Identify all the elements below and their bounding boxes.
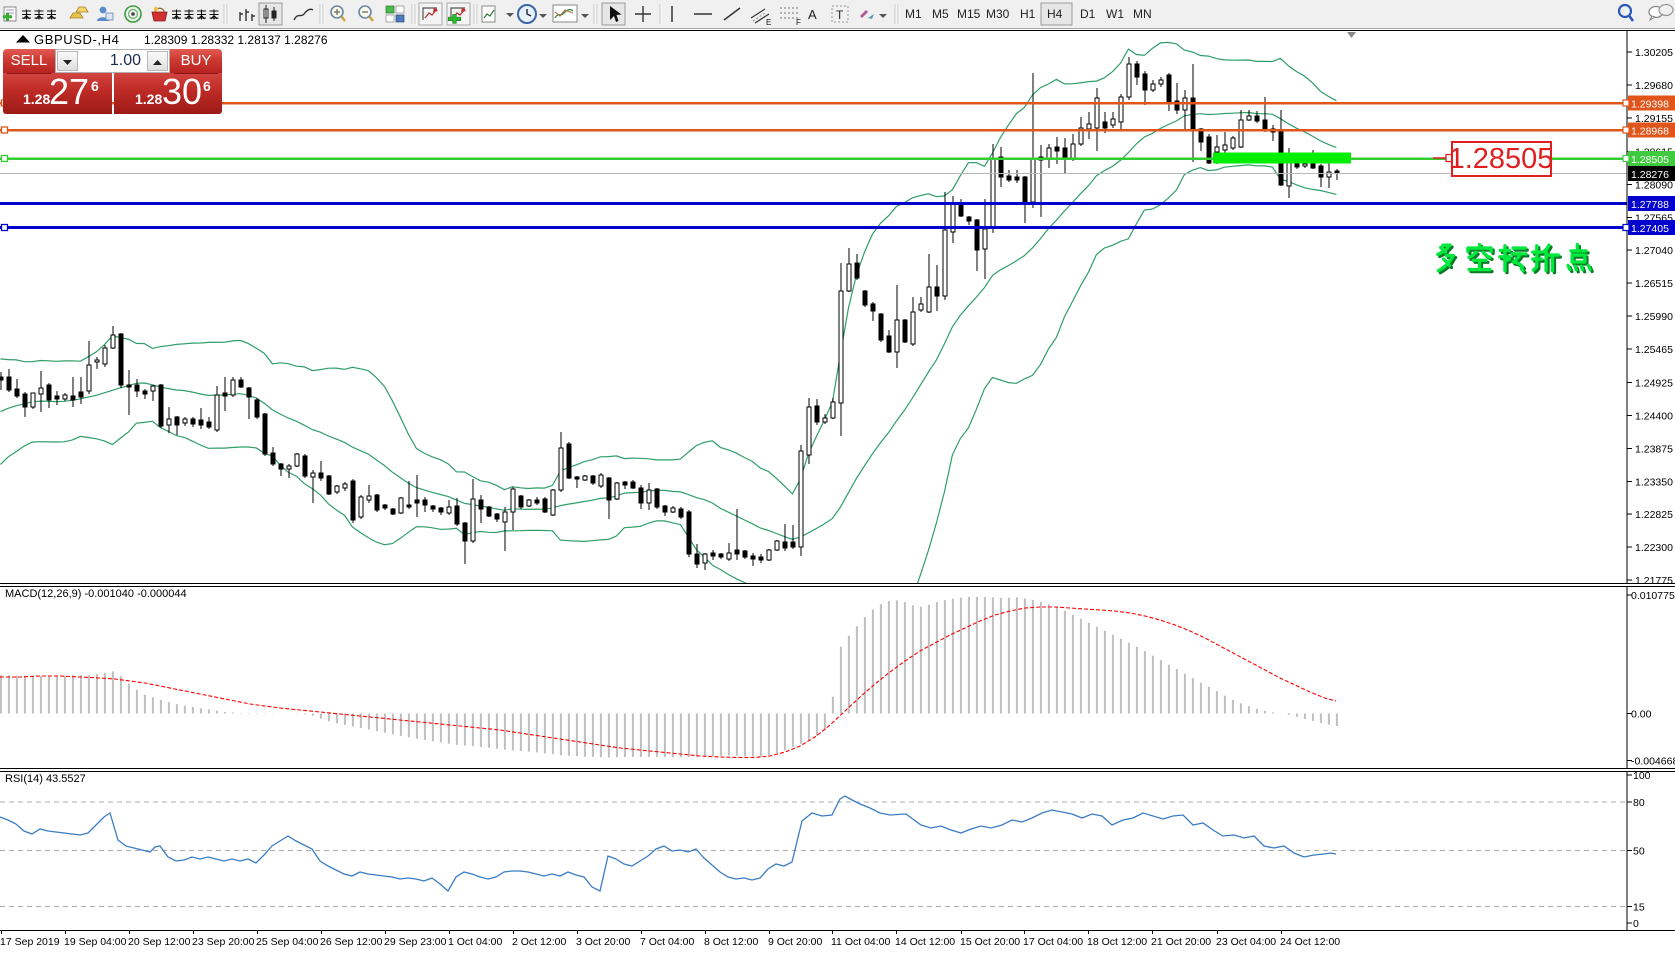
svg-text:21 Oct 20:00: 21 Oct 20:00 xyxy=(1151,936,1211,948)
svg-text:1.27405: 1.27405 xyxy=(1631,223,1669,235)
svg-text:23 Oct 04:00: 23 Oct 04:00 xyxy=(1216,936,1276,948)
svg-text:1.28505: 1.28505 xyxy=(1631,154,1669,166)
svg-text:MN: MN xyxy=(1133,7,1152,21)
svg-text:80: 80 xyxy=(1633,797,1645,809)
svg-text:M15: M15 xyxy=(957,7,981,21)
svg-text:0.010775: 0.010775 xyxy=(1631,590,1675,602)
svg-text:W1: W1 xyxy=(1106,7,1124,21)
svg-text:1.30205: 1.30205 xyxy=(1635,47,1673,59)
svg-text:26 Sep 12:00: 26 Sep 12:00 xyxy=(320,936,383,948)
svg-text:M30: M30 xyxy=(986,7,1010,21)
svg-text:1.23350: 1.23350 xyxy=(1635,476,1673,488)
svg-text:0: 0 xyxy=(1633,918,1639,930)
svg-text:T: T xyxy=(836,8,844,22)
svg-text:1.22825: 1.22825 xyxy=(1635,509,1673,521)
svg-text:1.26515: 1.26515 xyxy=(1635,278,1673,290)
svg-text:50: 50 xyxy=(1633,846,1645,858)
svg-text:0.00: 0.00 xyxy=(1631,709,1652,721)
svg-text:1.28505: 1.28505 xyxy=(1449,143,1554,175)
svg-text:1.22300: 1.22300 xyxy=(1635,542,1673,554)
svg-text:E: E xyxy=(766,18,771,27)
svg-text:1.21775: 1.21775 xyxy=(1635,575,1673,587)
svg-text:100: 100 xyxy=(1633,770,1651,782)
svg-text:A: A xyxy=(808,7,817,22)
svg-text:MACD(12,26,9) -0.001040 -0.000: MACD(12,26,9) -0.001040 -0.000044 xyxy=(5,588,187,600)
svg-text:15: 15 xyxy=(1633,902,1645,914)
svg-text:11 Oct 04:00: 11 Oct 04:00 xyxy=(831,936,891,948)
svg-text:RSI(14) 43.5527: RSI(14) 43.5527 xyxy=(5,773,86,785)
svg-text:1.29398: 1.29398 xyxy=(1631,99,1669,111)
svg-text:GBPUSD-,H4: GBPUSD-,H4 xyxy=(34,32,119,47)
svg-text:7 Oct 04:00: 7 Oct 04:00 xyxy=(640,936,694,948)
svg-text:25 Sep 04:00: 25 Sep 04:00 xyxy=(256,936,319,948)
svg-text:1.27040: 1.27040 xyxy=(1635,245,1673,257)
svg-text:17 Oct 04:00: 17 Oct 04:00 xyxy=(1023,936,1083,948)
svg-text:1.29155: 1.29155 xyxy=(1635,113,1673,125)
svg-text:1.27788: 1.27788 xyxy=(1631,199,1669,211)
svg-text:1.28090: 1.28090 xyxy=(1635,180,1673,192)
svg-text:M5: M5 xyxy=(932,7,949,21)
svg-text:19 Sep 04:00: 19 Sep 04:00 xyxy=(64,936,127,948)
svg-text:1 Oct 04:00: 1 Oct 04:00 xyxy=(448,936,502,948)
svg-text:20 Sep 12:00: 20 Sep 12:00 xyxy=(128,936,191,948)
svg-text:H1: H1 xyxy=(1020,7,1036,21)
svg-text:1.25990: 1.25990 xyxy=(1635,311,1673,323)
svg-text:29 Sep 23:00: 29 Sep 23:00 xyxy=(384,936,447,948)
svg-text:18 Oct 12:00: 18 Oct 12:00 xyxy=(1087,936,1147,948)
svg-text:9 Oct 20:00: 9 Oct 20:00 xyxy=(768,936,822,948)
svg-text:1.24400: 1.24400 xyxy=(1635,411,1673,423)
svg-text:-0.004668: -0.004668 xyxy=(1631,756,1675,768)
svg-text:H4: H4 xyxy=(1047,7,1063,21)
svg-text:23 Sep 20:00: 23 Sep 20:00 xyxy=(192,936,255,948)
svg-text:14 Oct 12:00: 14 Oct 12:00 xyxy=(895,936,955,948)
svg-text:1.29680: 1.29680 xyxy=(1635,80,1673,92)
svg-text:24 Oct 12:00: 24 Oct 12:00 xyxy=(1280,936,1340,948)
svg-text:1.23875: 1.23875 xyxy=(1635,443,1673,455)
svg-text:D1: D1 xyxy=(1080,7,1096,21)
svg-text:M1: M1 xyxy=(905,7,922,21)
svg-text:F: F xyxy=(796,18,801,27)
svg-text:8 Oct 12:00: 8 Oct 12:00 xyxy=(704,936,758,948)
svg-text:1.24925: 1.24925 xyxy=(1635,378,1673,390)
svg-text:17 Sep 2019: 17 Sep 2019 xyxy=(0,936,60,948)
svg-text:1.28276: 1.28276 xyxy=(1631,169,1669,181)
svg-text:1.28968: 1.28968 xyxy=(1631,126,1669,138)
svg-text:15 Oct 20:00: 15 Oct 20:00 xyxy=(960,936,1020,948)
svg-text:1.28309 1.28332 1.28137 1.2827: 1.28309 1.28332 1.28137 1.28276 xyxy=(144,33,328,47)
svg-text:3 Oct 20:00: 3 Oct 20:00 xyxy=(576,936,630,948)
svg-text:1.25465: 1.25465 xyxy=(1635,344,1673,356)
svg-text:2 Oct 12:00: 2 Oct 12:00 xyxy=(512,936,566,948)
